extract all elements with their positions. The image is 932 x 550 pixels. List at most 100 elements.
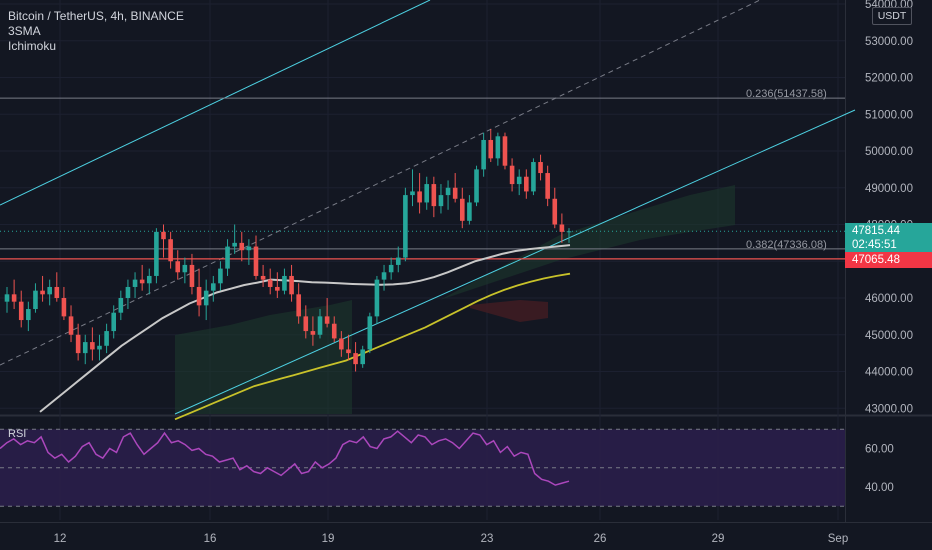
candle-body — [566, 231, 572, 233]
candle-body — [260, 275, 266, 280]
y-tick-label: 43000.00 — [865, 403, 913, 415]
currency-badge[interactable]: USDT — [872, 7, 912, 25]
indicator-ichimoku-label[interactable]: Ichimoku — [8, 39, 57, 53]
candle-body — [118, 298, 124, 313]
candle-body — [104, 331, 109, 346]
y-tick-label: 46000.00 — [865, 293, 913, 305]
candle-body — [488, 139, 494, 159]
chart-legend: Bitcoin / TetherUS, 4h, BINANCE 3SMA Ich… — [8, 9, 184, 54]
candle-body — [40, 290, 45, 295]
rsi-tick-label: 40.00 — [865, 482, 894, 494]
candle-body — [445, 187, 451, 196]
candle-body — [417, 191, 422, 203]
candle-body — [146, 275, 152, 284]
candle-body — [431, 184, 437, 207]
channel-lower-line — [174, 109, 856, 415]
ichimoku-cloud-bearish — [470, 300, 548, 322]
candle-body — [196, 286, 202, 306]
candle-body — [33, 290, 38, 310]
candle-body — [68, 316, 74, 335]
candle-body — [47, 286, 52, 295]
x-tick-label: 12 — [54, 533, 67, 545]
candle-body — [182, 264, 188, 273]
x-tick-label: 16 — [204, 533, 217, 545]
y-tick-label: 50000.00 — [865, 146, 913, 158]
candle-body — [452, 187, 458, 199]
candle-body — [125, 286, 131, 298]
candle-body — [239, 242, 245, 251]
fib-level-label: 0.382(47336.08) — [746, 239, 827, 251]
rsi-label[interactable]: RSI — [8, 428, 27, 440]
candle-body — [154, 231, 159, 276]
x-tick-label: 26 — [594, 533, 607, 545]
horizontal-line-price-tag: 47065.48 — [845, 252, 932, 268]
current-price-tag: 47815.44 02:45:51 — [845, 223, 932, 253]
candle-body — [467, 202, 472, 221]
candle-body — [203, 290, 209, 306]
candle-body — [509, 165, 515, 185]
horizontal-line-price-value: 47065.48 — [852, 254, 900, 266]
x-tick-label: 19 — [322, 533, 335, 545]
candle-body — [139, 279, 145, 284]
candle-body — [545, 173, 550, 199]
symbol-title[interactable]: Bitcoin / TetherUS, 4h, BINANCE — [8, 9, 184, 23]
y-tick-label: 45000.00 — [865, 330, 913, 342]
candle-body — [267, 279, 273, 287]
y-tick-label: 53000.00 — [865, 36, 913, 48]
candle-body — [54, 286, 60, 298]
candle-body — [26, 309, 31, 321]
rsi-tick-label: 60.00 — [865, 444, 894, 456]
candle-body — [459, 198, 465, 221]
candle-body — [552, 198, 558, 225]
candle-body — [403, 195, 408, 258]
ichimoku-cloud-upper — [440, 185, 735, 300]
candle-body — [424, 184, 430, 203]
candle-body — [18, 301, 24, 321]
candle-body — [11, 294, 17, 302]
candle-body — [353, 353, 358, 365]
candle-body — [538, 162, 543, 174]
candle-body — [132, 279, 138, 287]
candle-body — [282, 275, 287, 291]
indicator-3sma-label[interactable]: 3SMA — [8, 24, 41, 38]
candle-body — [296, 294, 301, 317]
candle-body — [211, 283, 216, 291]
channel-upper-line — [0, 0, 431, 206]
bar-countdown: 02:45:51 — [852, 239, 897, 251]
candle-body — [367, 316, 373, 350]
y-tick-label: 44000.00 — [865, 367, 913, 379]
candle-body — [331, 323, 337, 339]
candle-body — [289, 275, 294, 295]
candle-body — [189, 264, 195, 287]
sma-fast-line — [39, 244, 571, 413]
candle-body — [502, 136, 508, 166]
candle-body — [346, 349, 351, 354]
candle-body — [410, 191, 415, 196]
candle-body — [310, 331, 316, 335]
candle-body — [90, 342, 95, 350]
sma-slow-line — [174, 272, 571, 421]
candle-body — [495, 136, 501, 159]
y-tick-label: 52000.00 — [865, 73, 913, 85]
x-tick-label: 23 — [481, 533, 494, 545]
candle-body — [324, 316, 330, 324]
candle-body — [381, 272, 387, 280]
candle-body — [75, 334, 81, 354]
x-tick-label: 29 — [712, 533, 725, 545]
rsi-line — [0, 430, 570, 486]
channel-mid-line — [0, 0, 761, 366]
candle-body — [531, 162, 536, 192]
candle-body — [360, 349, 365, 365]
candle-body — [232, 242, 237, 247]
candle-body — [97, 345, 102, 350]
candle-body — [175, 261, 181, 273]
candle-body — [559, 224, 565, 232]
candle-body — [253, 246, 259, 276]
candle-body — [82, 342, 88, 354]
candle-body — [111, 312, 117, 332]
candle-body — [275, 286, 280, 291]
candle-body — [388, 264, 394, 273]
y-tick-label: 49000.00 — [865, 183, 913, 195]
y-tick-label: 51000.00 — [865, 109, 913, 121]
